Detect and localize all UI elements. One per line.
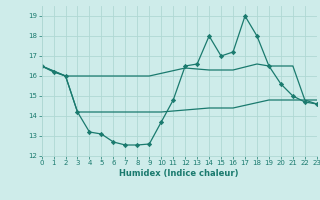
X-axis label: Humidex (Indice chaleur): Humidex (Indice chaleur) — [119, 169, 239, 178]
